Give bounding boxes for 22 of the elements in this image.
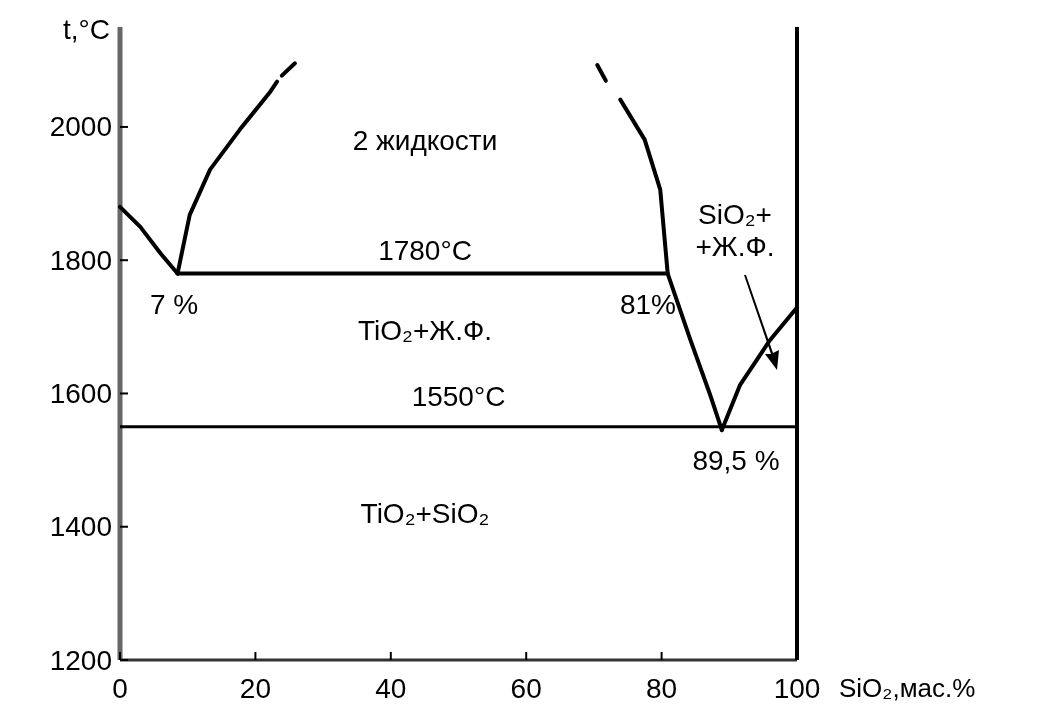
y-tick-label: 1400 [49,511,112,543]
annotation: 1780°C [378,234,472,266]
annotation: SiO₂+ +Ж.Ф. [695,198,775,262]
y-tick-label: 1600 [49,377,112,409]
x-tick-label: 0 [112,672,128,704]
annotation: 89,5 % [692,444,780,476]
annotation: TiO₂+Ж.Ф. [358,314,492,346]
annotation: 2 жидкости [352,124,498,156]
y-tick-label: 1200 [49,644,112,676]
annotation: 7 % [149,288,199,320]
x-tick-label: 40 [375,672,407,704]
x-tick-label: 20 [239,672,271,704]
x-tick-label: 100 [773,672,821,704]
x-axis-title: SiO₂,мас.% [839,673,976,703]
y-tick-label: 1800 [49,244,112,276]
x-tick-label: 80 [646,672,678,704]
ref-line-label: 1550°C [411,381,506,413]
y-axis-title: t,°C [63,13,110,45]
x-tick-label: 60 [510,672,542,704]
y-tick-label: 2000 [49,111,112,143]
annotation: 81% [619,288,677,320]
annotation: TiO₂+SiO₂ [360,497,490,529]
